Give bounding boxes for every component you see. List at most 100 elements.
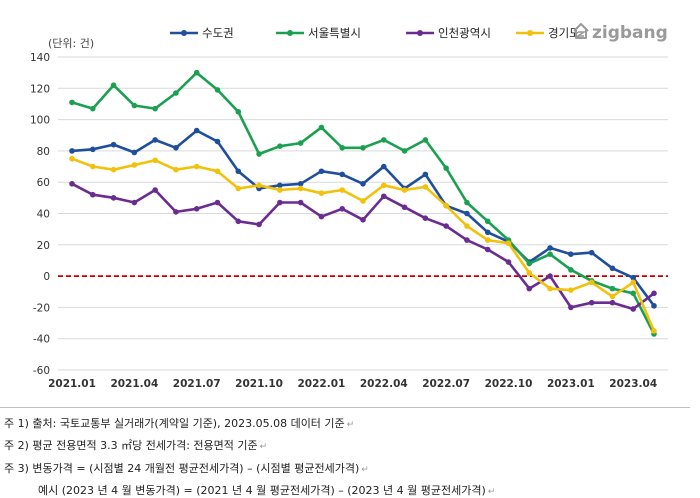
data-point [547, 251, 553, 257]
data-point [568, 287, 574, 293]
legend-swatch-marker [417, 30, 423, 36]
data-point [297, 180, 304, 187]
legend-item: 서울특별시 [276, 26, 361, 40]
note-4: 예시 (2023 년 4 월 변동가격) = (2021 년 4 월 평균전세가… [38, 484, 496, 497]
x-tick-label: 2021.04 [110, 378, 158, 390]
data-point [588, 299, 595, 306]
data-point [380, 163, 387, 170]
note-4-text: 예시 (2023 년 4 월 변동가격) = (2021 년 4 월 평균전세가… [38, 484, 486, 497]
data-point [609, 265, 616, 272]
data-point [110, 82, 117, 88]
legend-swatch-marker [287, 30, 293, 36]
data-point [651, 328, 657, 334]
series-3 [69, 180, 657, 312]
data-point [277, 143, 283, 150]
data-point [69, 180, 75, 187]
note-2: 주 2) 평균 전용면적 3.3 ㎡당 전세가격: 전용면적 기준 ↵ [4, 439, 268, 452]
y-tick-label: 100 [30, 115, 50, 127]
data-point [630, 279, 637, 286]
legend-label: 인천광역시 [438, 26, 491, 40]
legend-label: 서울특별시 [308, 26, 361, 40]
data-point [318, 168, 325, 175]
data-point [318, 190, 325, 196]
data-point [69, 155, 75, 162]
data-point [568, 304, 574, 311]
data-point [422, 215, 429, 221]
data-point [464, 237, 470, 243]
data-point [235, 168, 242, 175]
data-point [152, 137, 158, 143]
data-point [297, 185, 304, 192]
data-point [235, 218, 242, 225]
legend-swatch-marker [527, 30, 533, 36]
data-point [173, 144, 179, 151]
zigbang-logo: zigbang [573, 23, 668, 43]
series-1 [69, 127, 657, 309]
data-point [651, 303, 657, 309]
data-point [526, 270, 533, 276]
y-tick-label: -60 [33, 365, 50, 377]
data-point [318, 213, 325, 220]
data-point [110, 141, 117, 148]
data-point [89, 146, 96, 153]
data-point [297, 140, 304, 146]
data-point [464, 223, 470, 229]
legend-swatch-marker [181, 30, 187, 36]
x-tick-label: 2021.01 [48, 378, 96, 390]
data-point [173, 209, 179, 215]
note-3: 주 3) 변동가격 = (시점별 24 개월전 평균전세가격) – (시점별 평… [4, 462, 369, 475]
data-point [214, 199, 221, 206]
data-point [464, 199, 470, 206]
zigbang-logo-icon [573, 23, 589, 39]
data-point [256, 221, 262, 228]
data-point [422, 137, 429, 143]
y-axis: -60 -40 -20 0 20 40 60 80 100 120 140 [30, 52, 50, 377]
data-point [547, 245, 553, 251]
data-point [609, 285, 616, 292]
data-point [318, 124, 325, 131]
data-point [401, 187, 408, 193]
x-tick-label: 2023.04 [609, 378, 657, 390]
data-point [152, 105, 158, 112]
data-point [214, 138, 221, 145]
data-point [110, 195, 117, 201]
data-point [401, 204, 408, 211]
y-tick-label: 40 [37, 209, 50, 221]
logo-text: zigbang [592, 23, 668, 43]
chart-area: -60 -40 -20 0 20 40 60 80 100 120 140 2021.01 2021.… [30, 23, 668, 390]
y-tick-label: 120 [30, 83, 50, 95]
data-point [339, 171, 346, 178]
data-point [110, 166, 117, 173]
data-point [69, 148, 75, 154]
data-point [193, 163, 200, 170]
data-point [609, 299, 616, 306]
data-point [131, 149, 138, 156]
y-tick-label: 0 [43, 271, 50, 283]
data-point [339, 206, 346, 212]
x-tick-label: 2022.07 [422, 378, 470, 390]
data-point [484, 218, 491, 225]
data-point [651, 290, 657, 297]
y-tick-label: 20 [37, 240, 50, 252]
data-point [360, 180, 366, 187]
series-4 [69, 155, 657, 334]
data-point [505, 240, 512, 247]
legend: 수도권 서울특별시 인천광역시 경기도 [170, 26, 580, 40]
data-point [380, 182, 387, 189]
data-point [380, 193, 387, 200]
series-lines [69, 69, 657, 337]
note-1: 주 1) 출처: 국토교통부 실거래가(계약일 기준), 2023.05.08 … [4, 417, 355, 430]
data-point [173, 166, 179, 173]
data-point [131, 102, 138, 109]
data-point [547, 273, 553, 279]
note-1-text: 주 1) 출처: 국토교통부 실거래가(계약일 기준), 2023.05.08 … [4, 417, 345, 430]
x-tick-label: 2021.10 [235, 378, 283, 390]
data-point [152, 157, 158, 164]
data-point [360, 198, 366, 204]
data-point [484, 246, 491, 253]
x-axis: 2021.01 2021.04 2021.07 2021.10 2022.01 2022.… [48, 378, 657, 390]
data-point [214, 168, 221, 175]
data-point [173, 90, 179, 96]
y-tick-label: -40 [33, 334, 50, 346]
legend-item: 경기도 [516, 26, 580, 40]
